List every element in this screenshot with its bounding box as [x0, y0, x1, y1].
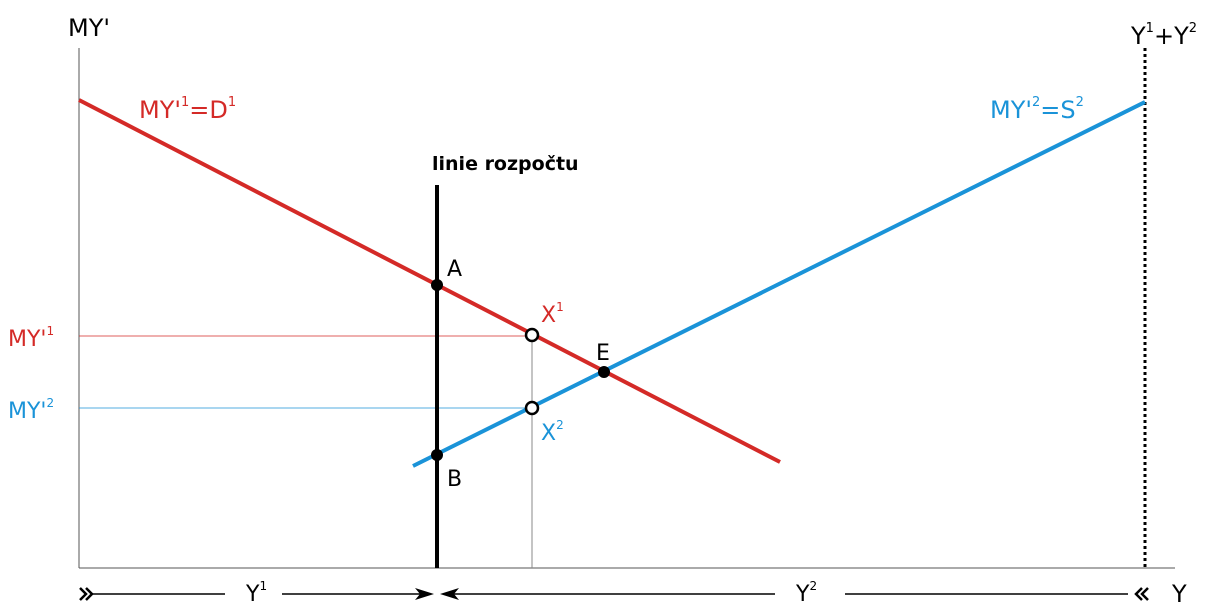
point-a-label: A — [447, 257, 462, 282]
point-e — [598, 366, 610, 378]
point-b — [431, 449, 443, 461]
total-label: Y1+Y2 — [1130, 21, 1197, 50]
y1-left-chevron — [79, 587, 94, 601]
budget-line-label: linie rozpočtu — [432, 153, 579, 175]
point-a — [431, 279, 443, 291]
my1-level-label: MY'1 — [8, 324, 54, 352]
d1-curve — [78, 98, 781, 464]
x-axis-label: Y — [1171, 580, 1187, 604]
s2-curve-label: MY'2=S2 — [990, 95, 1084, 124]
d1-curve-label: MY'1=D1 — [139, 95, 236, 124]
point-b-label: B — [447, 467, 462, 492]
y1-segment-label: Y1 — [245, 579, 267, 604]
y-axis-label: MY' — [68, 14, 110, 42]
y1-right-arrowhead — [415, 588, 434, 600]
point-x2 — [524, 400, 540, 416]
my2-level-label: MY'2 — [8, 396, 54, 424]
point-x1-label: X1 — [541, 300, 564, 328]
y2-left-arrowhead — [440, 588, 459, 600]
point-e-label: E — [596, 341, 610, 366]
point-x1 — [524, 327, 540, 343]
y2-right-chevron — [1134, 587, 1149, 601]
y2-segment-label: Y2 — [795, 579, 817, 604]
point-x2-label: X2 — [541, 418, 564, 446]
